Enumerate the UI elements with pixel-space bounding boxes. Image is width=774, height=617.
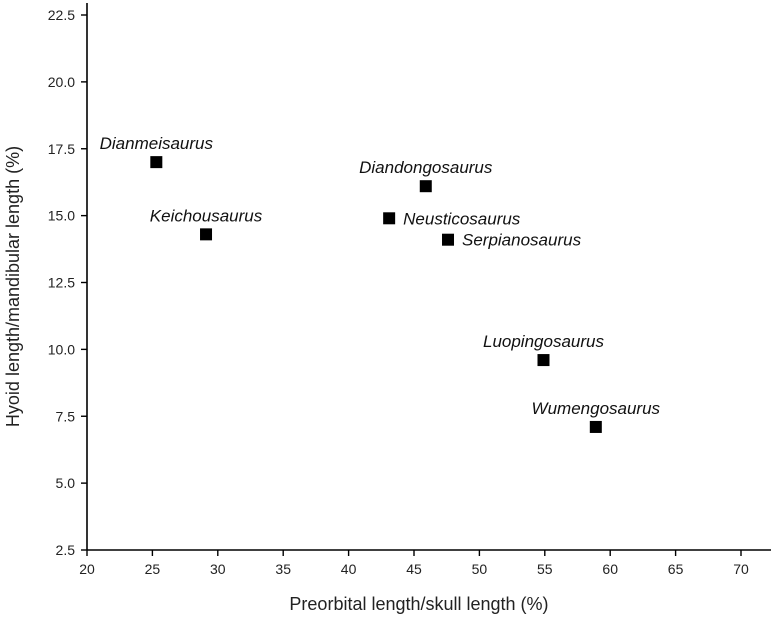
x-tick-label: 25 [145, 561, 161, 577]
y-tick-label: 22.5 [48, 7, 75, 23]
point-wumengosaurus [589, 420, 602, 433]
point-diandongosaurus [419, 180, 432, 193]
axes [86, 3, 771, 551]
point-keichousaurus [200, 228, 213, 241]
x-tick-label: 50 [472, 561, 488, 577]
point-neusticosaurus [383, 212, 396, 225]
y-tick-label: 5.0 [56, 475, 76, 491]
point-label-keichousaurus: Keichousaurus [150, 206, 263, 225]
y-tick-label: 17.5 [48, 141, 75, 157]
y-ticks: 2.5 5.0 7.5 10.0 12.5 15.0 17.5 20.0 22.5 [48, 7, 87, 558]
y-tick-label: 15.0 [48, 208, 75, 224]
data-points: Dianmeisaurus Keichousaurus Diandongosauru… [100, 134, 661, 433]
y-tick-label: 7.5 [56, 408, 76, 424]
x-tick-label: 55 [537, 561, 553, 577]
y-tick-label: 20.0 [48, 74, 75, 90]
x-tick-label: 65 [668, 561, 684, 577]
y-tick-label: 10.0 [48, 341, 75, 357]
point-label-luopingosaurus: Luopingosaurus [483, 332, 604, 351]
point-dianmeisaurus [150, 156, 163, 169]
x-ticks: 20 25 30 35 40 45 50 55 60 65 70 [79, 550, 749, 577]
point-label-wumengosaurus: Wumengosaurus [532, 399, 661, 418]
x-tick-label: 45 [406, 561, 422, 577]
point-serpianosaurus [442, 233, 455, 246]
x-tick-label: 20 [79, 561, 95, 577]
x-tick-label: 30 [210, 561, 226, 577]
x-axis-title: Preorbital length/skull length (%) [289, 594, 548, 614]
point-label-dianmeisaurus: Dianmeisaurus [100, 134, 214, 153]
x-tick-label: 60 [602, 561, 618, 577]
y-axis-title: Hyoid length/mandibular length (%) [3, 146, 23, 427]
y-tick-label: 2.5 [56, 542, 76, 558]
x-tick-label: 70 [733, 561, 749, 577]
x-tick-label: 40 [341, 561, 357, 577]
point-label-diandongosaurus: Diandongosaurus [359, 158, 493, 177]
x-tick-label: 35 [275, 561, 291, 577]
y-tick-label: 12.5 [48, 275, 75, 291]
point-label-serpianosaurus: Serpianosaurus [462, 231, 582, 250]
point-label-neusticosaurus: Neusticosaurus [403, 209, 521, 228]
point-luopingosaurus [537, 354, 550, 367]
